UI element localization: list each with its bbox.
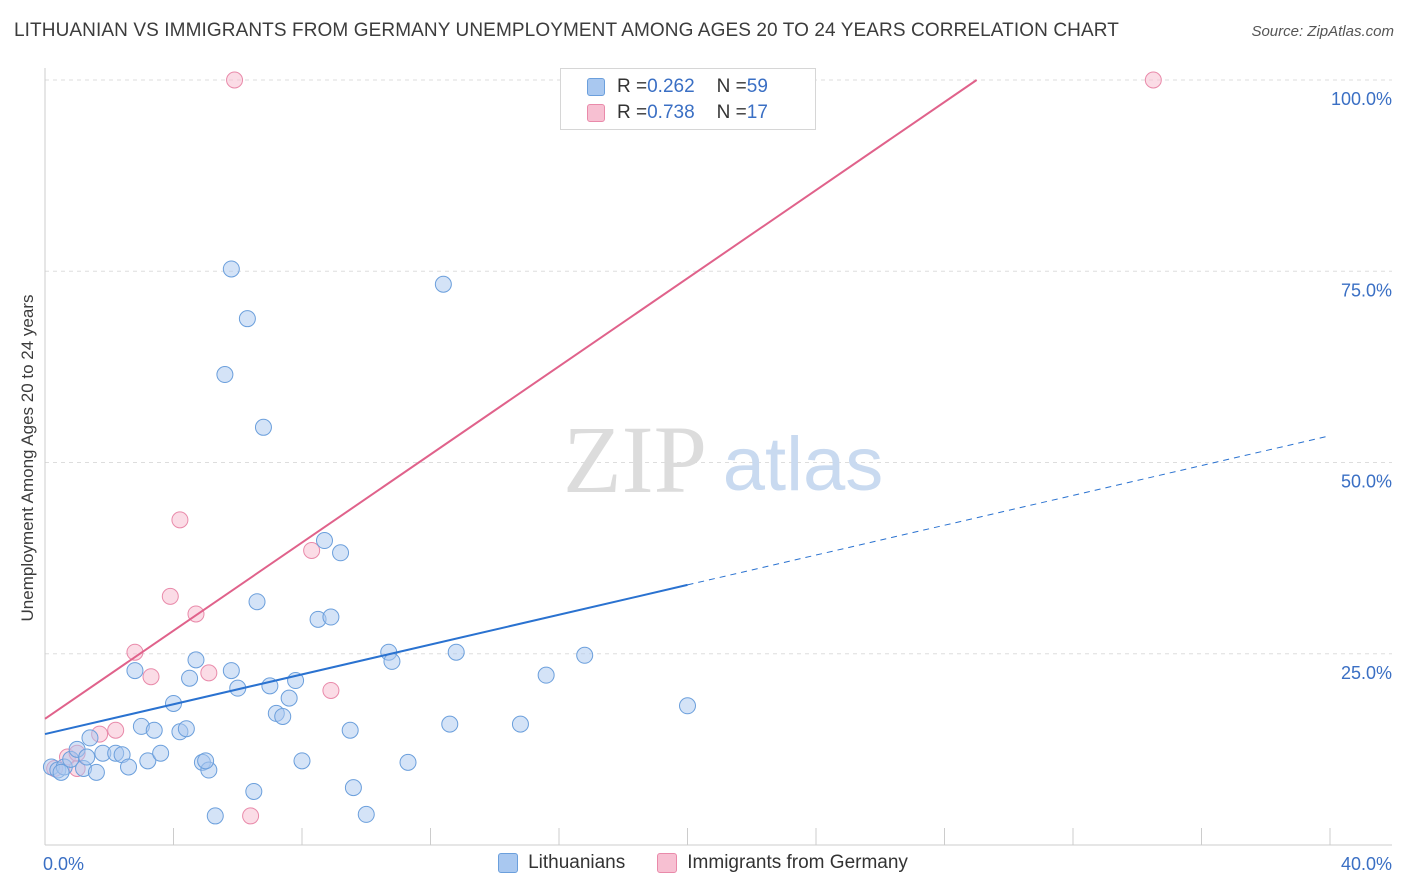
tick-labels: 25.0% 50.0% 75.0% 100.0% 0.0% 40.0% bbox=[43, 89, 1392, 874]
legend-swatch-blue bbox=[587, 78, 605, 96]
lithuanian-point bbox=[537, 666, 555, 684]
legend-r-value: 0.738 bbox=[647, 102, 695, 123]
lithuanian-point bbox=[177, 720, 195, 738]
y-tick-label: 25.0% bbox=[1341, 663, 1392, 683]
lithuanian-point bbox=[145, 721, 163, 739]
series-legend: Lithuanians Immigrants from Germany bbox=[0, 852, 1406, 874]
lithuanian-point bbox=[120, 758, 138, 776]
lithuanian-point bbox=[139, 752, 157, 770]
y-tick-label: 50.0% bbox=[1341, 472, 1392, 492]
lithuanian-point bbox=[87, 763, 105, 781]
legend-r-label: R = bbox=[617, 102, 648, 123]
gridlines bbox=[45, 79, 1392, 655]
lithuanian-point bbox=[344, 779, 362, 797]
lithuanian-point bbox=[254, 418, 272, 436]
lithuanian-point bbox=[280, 689, 298, 707]
lithuanian-point bbox=[399, 753, 417, 771]
lithuanian-point bbox=[441, 715, 459, 733]
lithuanian-point bbox=[222, 662, 240, 680]
lithuanian-point bbox=[126, 662, 144, 680]
germany-point bbox=[200, 664, 218, 682]
germany-point bbox=[142, 668, 160, 686]
lithuanian-point bbox=[322, 608, 340, 626]
lithuanian-point bbox=[152, 744, 170, 762]
lithuanian-point bbox=[181, 669, 199, 687]
lithuanian-point bbox=[293, 752, 311, 770]
legend-label-lithuanians: Lithuanians bbox=[528, 852, 626, 873]
lithuanian-point bbox=[238, 310, 256, 328]
lithuanian-point bbox=[216, 366, 234, 384]
germany-point bbox=[161, 587, 179, 605]
lithuanian-point bbox=[52, 763, 70, 781]
lithuanian-point bbox=[434, 275, 452, 293]
watermark: ZIP atlas bbox=[563, 406, 883, 513]
lithuanian-point bbox=[206, 807, 224, 825]
trend-lines bbox=[44, 79, 1331, 736]
lithuanian-point bbox=[576, 646, 594, 664]
correlation-legend: R = 0.262 N = 59 R = 0.738 N = 17 bbox=[560, 68, 816, 130]
y-axis-label: Unemployment Among Ages 20 to 24 years bbox=[18, 294, 37, 622]
lithuanian-trend-line bbox=[44, 583, 688, 736]
x-tick-label: 40.0% bbox=[1341, 854, 1392, 874]
lithuanian-point bbox=[332, 544, 350, 562]
lithuanian-point bbox=[315, 532, 333, 550]
legend-n-label: N = bbox=[716, 76, 747, 97]
lithuanian-point bbox=[447, 643, 465, 661]
germany-point bbox=[1144, 71, 1162, 89]
y-tick-label: 100.0% bbox=[1331, 89, 1392, 109]
germany-point bbox=[226, 71, 244, 89]
germany-point bbox=[171, 511, 189, 529]
watermark-zip: ZIP bbox=[563, 406, 707, 513]
lithuanian-point bbox=[511, 715, 529, 733]
legend-n-value: 59 bbox=[746, 76, 768, 97]
legend-n-label: N = bbox=[716, 102, 747, 123]
chart-title: LITHUANIAN VS IMMIGRANTS FROM GERMANY UN… bbox=[14, 20, 1119, 41]
legend-label-germany: Immigrants from Germany bbox=[687, 852, 908, 873]
lithuanian-points bbox=[42, 260, 696, 825]
legend-row-germany: R = 0.738 N = 17 bbox=[587, 100, 768, 126]
lithuanian-point bbox=[274, 707, 292, 725]
legend-row-lithuanians: R = 0.262 N = 59 bbox=[587, 74, 768, 100]
lithuanian-point bbox=[197, 752, 215, 770]
x-tick-label: 0.0% bbox=[43, 854, 84, 874]
germany-point bbox=[107, 721, 125, 739]
watermark-atlas: atlas bbox=[723, 422, 884, 507]
legend-swatch-blue bbox=[498, 853, 519, 873]
legend-item-germany: Immigrants from Germany bbox=[657, 852, 908, 874]
legend-n-value: 17 bbox=[746, 102, 768, 123]
germany-point bbox=[322, 681, 340, 699]
lithuanian-point bbox=[81, 729, 99, 747]
legend-item-lithuanians: Lithuanians bbox=[498, 852, 625, 874]
legend-r-value: 0.262 bbox=[647, 76, 695, 97]
lithuanian-point bbox=[222, 260, 240, 278]
legend-swatch-pink bbox=[657, 853, 678, 873]
germany-point bbox=[242, 807, 260, 825]
lithuanian-point bbox=[679, 697, 696, 715]
lithuanian-point bbox=[78, 748, 96, 766]
germany-trend-line bbox=[44, 79, 978, 720]
axes bbox=[44, 68, 1392, 846]
legend-swatch-pink bbox=[587, 104, 605, 122]
lithuanian-point bbox=[248, 593, 266, 611]
legend-r-label: R = bbox=[617, 76, 648, 97]
lithuanian-point bbox=[341, 721, 359, 739]
germany-point bbox=[303, 541, 321, 559]
lithuanian-point bbox=[245, 782, 263, 800]
y-tick-label: 75.0% bbox=[1341, 280, 1392, 300]
lithuanian-point bbox=[187, 651, 205, 669]
lithuanian-point bbox=[357, 805, 375, 823]
source-label: Source: ZipAtlas.com bbox=[1251, 23, 1394, 40]
